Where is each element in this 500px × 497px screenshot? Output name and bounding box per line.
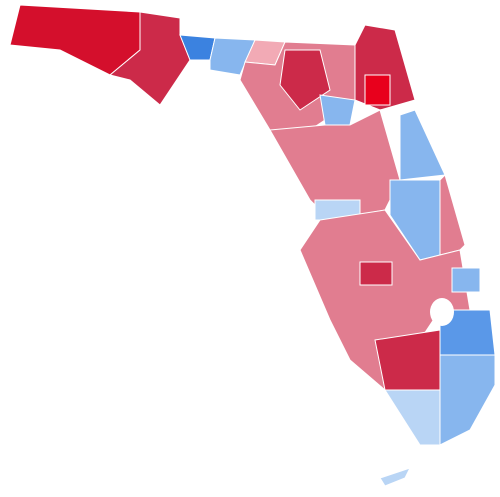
county-region: [359, 261, 393, 286]
county-region: [108, 11, 191, 106]
county-region: [374, 329, 441, 391]
county-region: [364, 74, 391, 106]
lake: [430, 298, 454, 326]
county-region: [384, 389, 441, 446]
county-region: [399, 109, 446, 181]
county-region: [379, 467, 411, 487]
county-region: [451, 267, 481, 293]
county-region: [439, 174, 466, 256]
county-region: [9, 4, 141, 76]
county-region: [439, 354, 496, 446]
county-region: [279, 49, 331, 111]
county-region: [299, 209, 471, 391]
county-region: [319, 94, 356, 126]
